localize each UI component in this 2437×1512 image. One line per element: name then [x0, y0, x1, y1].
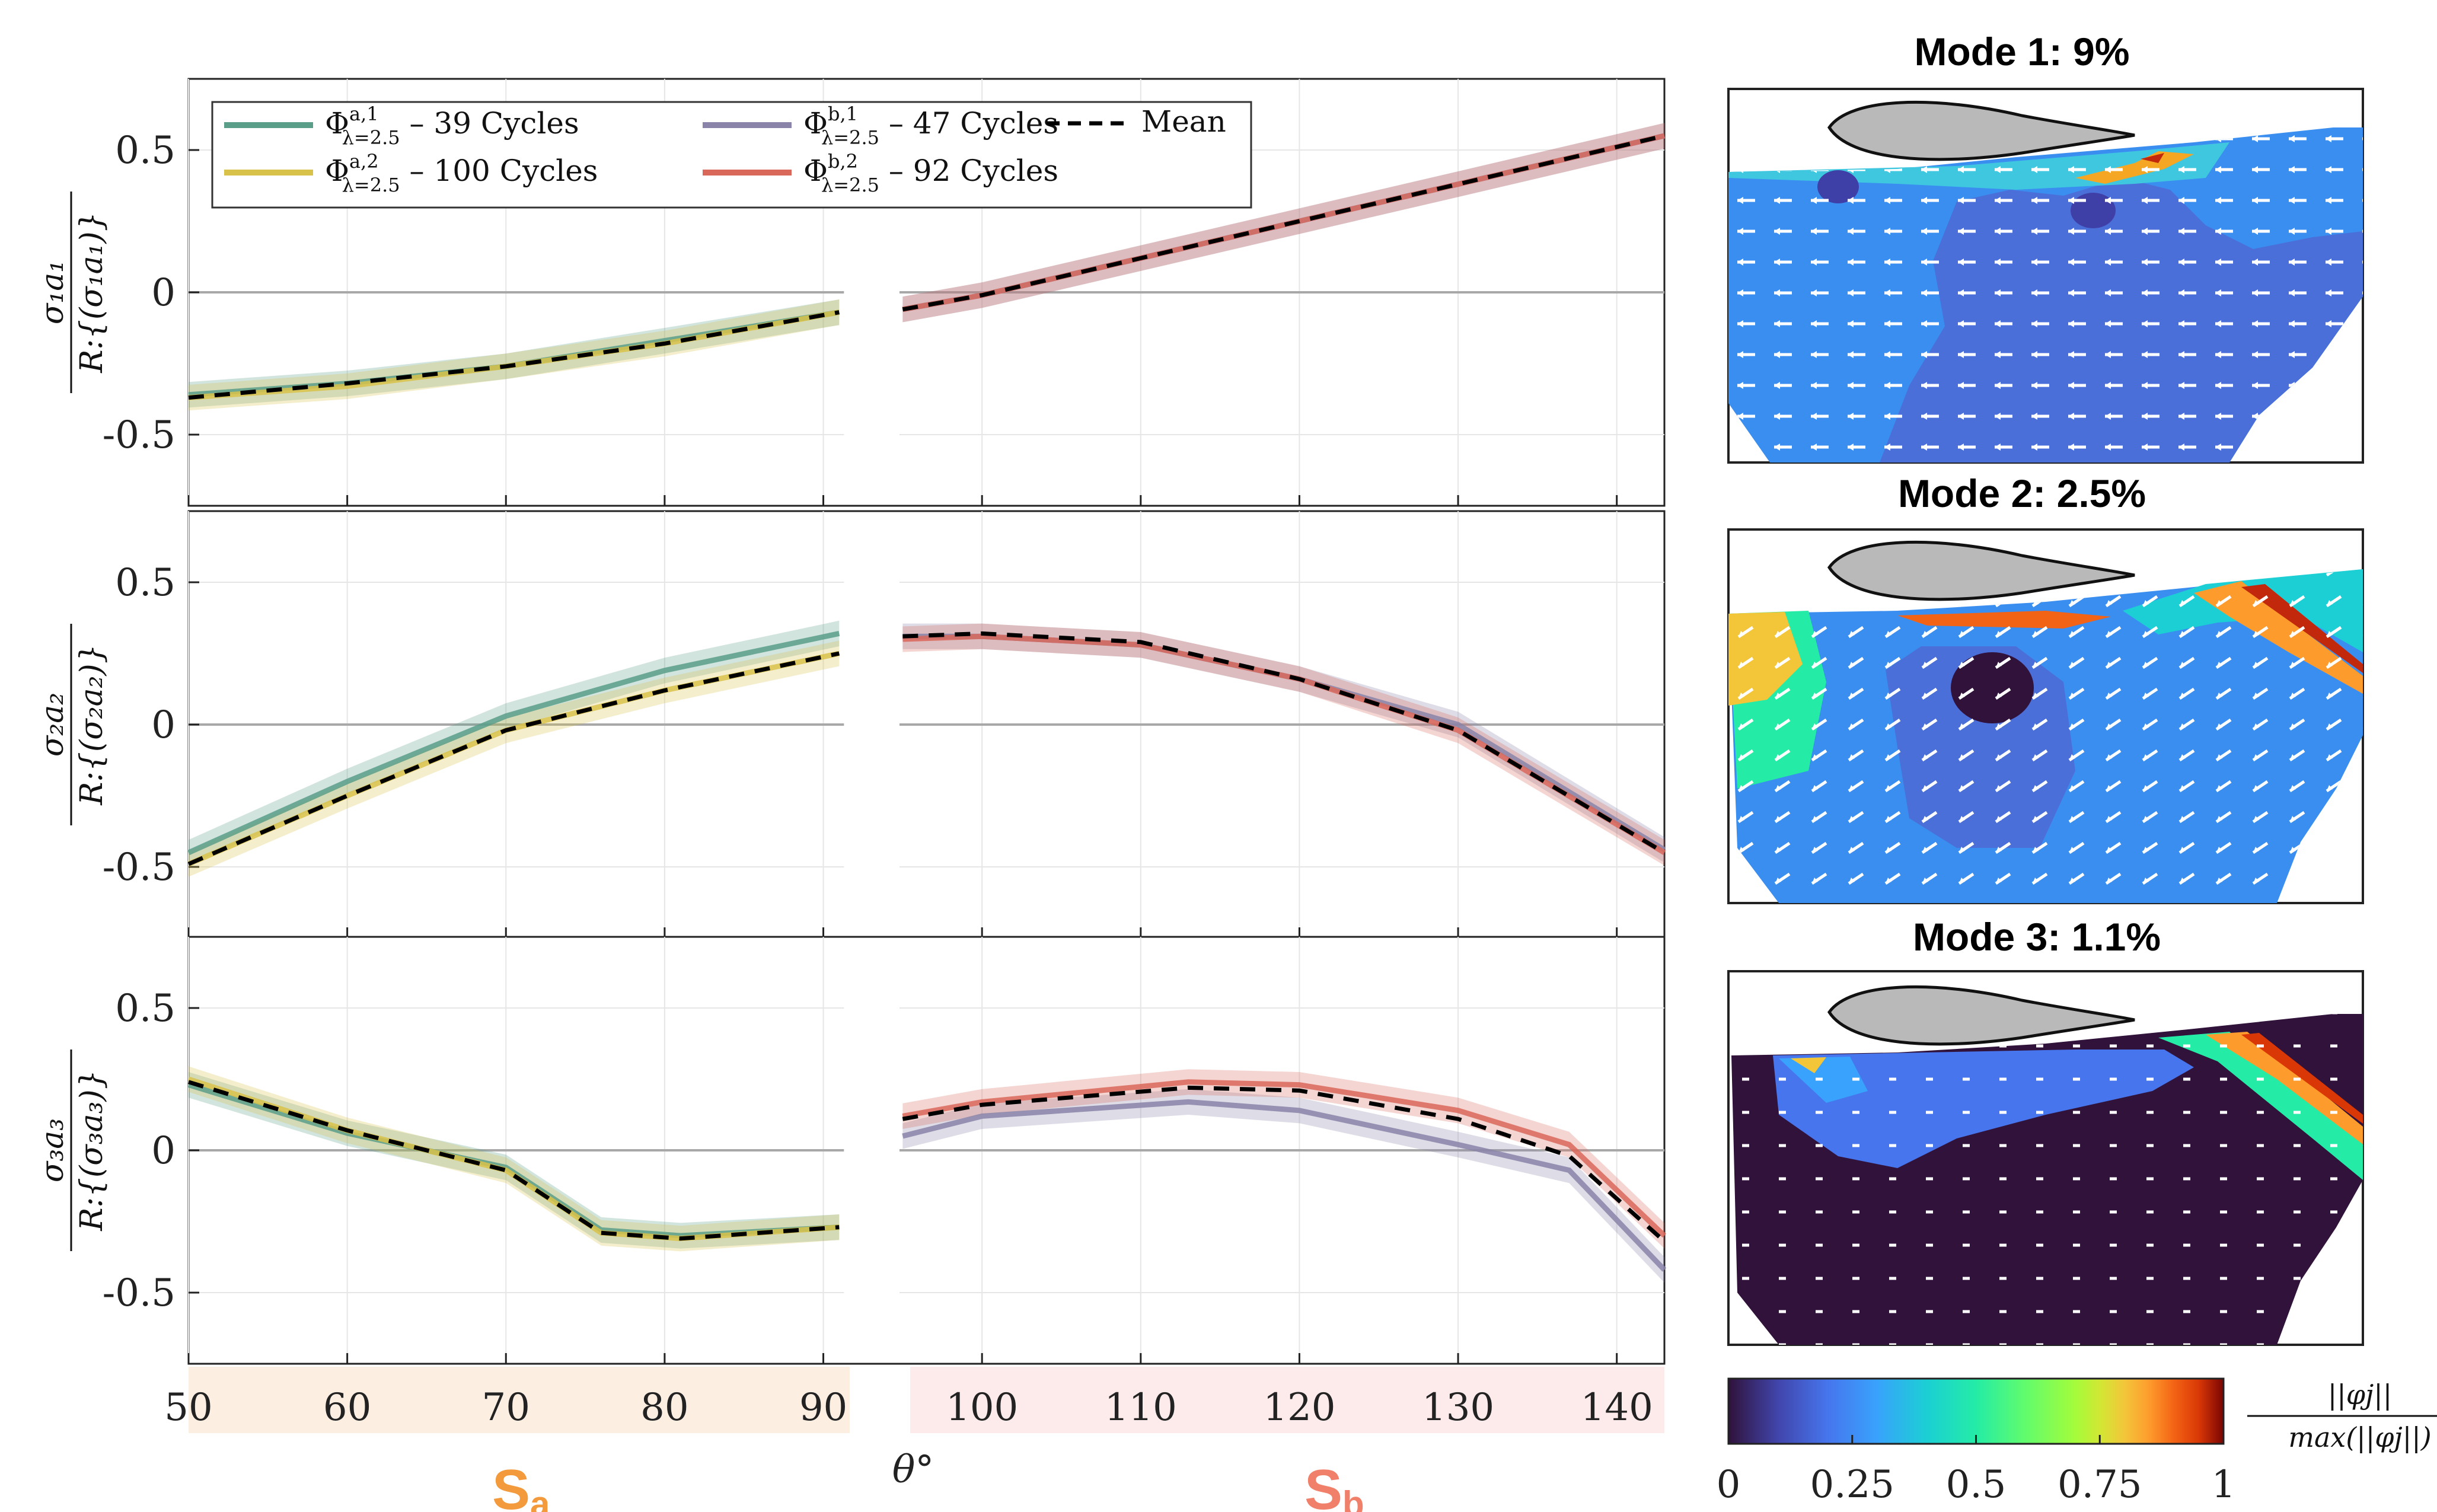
mode-3-field [1727, 970, 2364, 1346]
colorbar-tick-label: 1 [2212, 1463, 2236, 1507]
panel-2: -0.5 0 0.5 [103, 510, 1666, 939]
colorbar-label-den: max(||φj||) [2288, 1421, 2431, 1453]
mode-1-field [1727, 88, 2364, 464]
legend-entry: Φa,1 λ=2.5 – 39 Cycles [224, 103, 579, 149]
y-tick-label: 0.5 [115, 987, 176, 1031]
legend-label: Φa,2 λ=2.5 – 100 Cycles [325, 150, 598, 196]
y-tick-label: -0.5 [103, 1271, 176, 1315]
legend-label: Φb,2 λ=2.5 – 92 Cycles [803, 150, 1058, 196]
colorbar-tick-label: 0.5 [1946, 1463, 2007, 1507]
colorbar-label-num: ||φj|| [2328, 1379, 2392, 1411]
series-envelope-a1 [189, 1072, 840, 1249]
legend-entry: Φb,2 λ=2.5 – 92 Cycles [703, 150, 1058, 196]
x-tick-label: 90 [799, 1386, 847, 1430]
x-axis-label: θ° [892, 1448, 934, 1492]
region-gap [844, 939, 900, 1361]
series-line-a1 [187, 630, 840, 856]
series-line-mean_a [187, 1080, 840, 1241]
y-tick-label: 0.5 [115, 561, 176, 605]
colorbar-tick-label: 0.75 [2058, 1463, 2142, 1507]
y-tick-label: 0 [151, 271, 176, 315]
y-label-den: R:{(σ₁a₁)} [74, 212, 110, 374]
legend-entry: Φb,1 λ=2.5 – 47 Cycles [703, 103, 1058, 149]
region-gap [844, 513, 900, 936]
x-tick-label: 50 [164, 1386, 212, 1430]
series-line-mean_a [188, 310, 840, 400]
legend-entry: Φa,2 λ=2.5 – 100 Cycles [224, 150, 598, 196]
series-envelope-b1 [902, 1089, 1664, 1283]
y-label-den: R:{(σ₃a₃)} [74, 1070, 110, 1232]
mode-3-title: Mode 3: 1.1% [1913, 915, 2161, 959]
y-label-num: σ₁a₁ [35, 260, 71, 324]
x-tick-label: 110 [1105, 1386, 1177, 1430]
colorbar: 0 0.25 0.5 0.75 1 ||φj|| max(||φj||) [1717, 1377, 2437, 1507]
y-label-den: R:{(σ₂a₂)} [74, 644, 110, 806]
series-line-mean_a [187, 651, 840, 866]
panel-3: -0.5 0 0.5 [103, 936, 1667, 1365]
y-label-2: σ₂a₂ R:{(σ₂a₂)} [35, 624, 110, 825]
mode-panels: Mode 1: 9% Mode 2: 2.5% [1727, 30, 2364, 1346]
mode-2-title: Mode 2: 2.5% [1898, 471, 2146, 515]
y-tick-label: -0.5 [103, 413, 176, 457]
region-label-b: Sb [1304, 1458, 1364, 1512]
series-line-mean_b [902, 133, 1665, 312]
y-axis-labels: σ₁a₁ R:{(σ₁a₁)} σ₂a₂ R:{(σ₂a₂)} σ₃a₃ R:{(σ₃a₃… [35, 192, 110, 1251]
y-tick-label: 0 [151, 1129, 176, 1173]
x-tick-label: 70 [482, 1386, 530, 1430]
series-line-b2 [902, 1079, 1667, 1238]
y-tick-label: -0.5 [103, 846, 176, 889]
x-tick-label: 80 [640, 1386, 688, 1430]
region-band-b [910, 1367, 1664, 1433]
series-envelope-b2 [902, 623, 1664, 866]
x-tick-label: 60 [323, 1386, 371, 1430]
y-label-num: σ₃a₃ [35, 1118, 71, 1182]
legend-label: Φb,1 λ=2.5 – 47 Cycles [803, 103, 1058, 149]
y-tick-label: 0.5 [115, 129, 176, 173]
line-panels: -0.5 0 0.5 -0.5 0 0.5 -0.5 0 0.5 50 60 70 80 90 100 110… [103, 78, 1667, 1430]
legend-label: Φa,1 λ=2.5 – 39 Cycles [325, 103, 579, 149]
region-label-a: Sa [492, 1458, 550, 1512]
y-label-num: σ₂a₂ [35, 693, 71, 757]
legend-entry: Mean [1047, 104, 1226, 139]
mode-1-title: Mode 1: 9% [1914, 30, 2129, 74]
series-envelope-b1 [902, 623, 1664, 863]
series-line-mean_b [902, 631, 1666, 855]
colorbar-tick-label: 0.25 [1810, 1463, 1895, 1507]
x-tick-label: 120 [1263, 1386, 1335, 1430]
y-tick-label: 0 [151, 703, 176, 747]
y-label-3: σ₃a₃ R:{(σ₃a₃)} [35, 1050, 110, 1251]
region-band-a [189, 1367, 850, 1433]
x-axis-ticks: 50 60 70 80 90 100 110 120 130 140 [164, 1386, 1653, 1430]
colorbar-tick-label: 0 [1717, 1463, 1741, 1507]
series-line-mean_b [902, 1085, 1666, 1243]
y-label-1: σ₁a₁ R:{(σ₁a₁)} [35, 192, 110, 393]
legend-label: Mean [1141, 104, 1226, 139]
series-line-b1 [902, 1099, 1667, 1272]
x-tick-label: 140 [1581, 1386, 1653, 1430]
x-tick-label: 130 [1422, 1386, 1494, 1430]
mode-2-field [1727, 528, 2364, 904]
series-envelope-a2 [189, 640, 840, 877]
x-tick-label: 100 [946, 1386, 1018, 1430]
